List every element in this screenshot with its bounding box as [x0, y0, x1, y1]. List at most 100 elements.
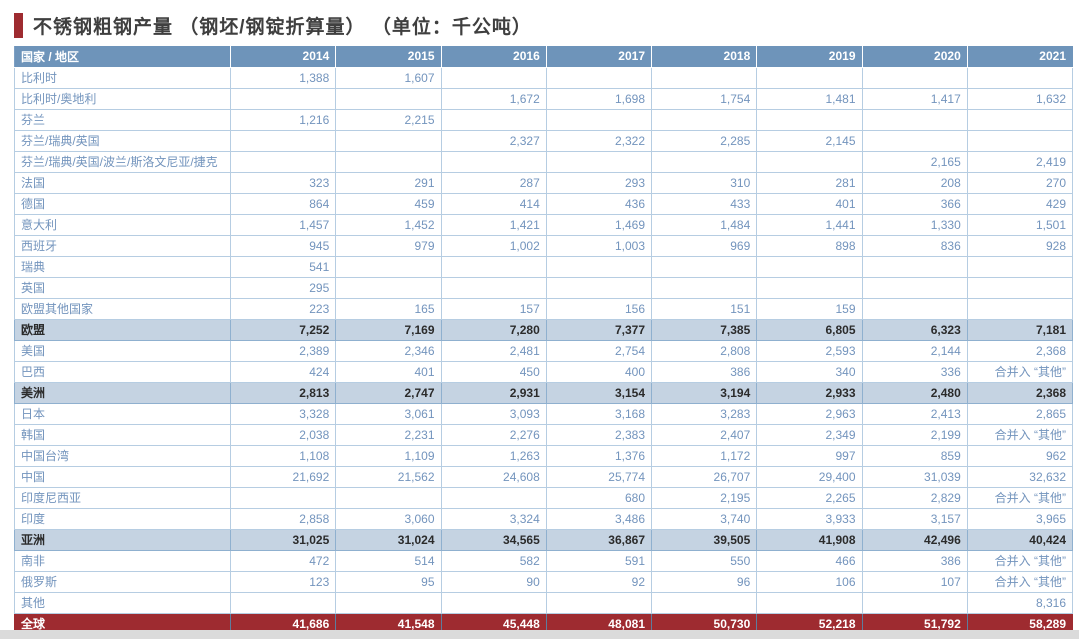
header-year-2014: 2014 — [230, 46, 337, 68]
cell-value: 1,452 — [335, 213, 442, 236]
table-row: 俄罗斯 123 95 90 92 96 106 107 合并入 “其他” — [14, 570, 1074, 593]
cell-value — [861, 108, 968, 131]
cell-value: 1,388 — [229, 66, 337, 89]
cell-value — [861, 66, 968, 89]
cell-value — [966, 129, 1074, 152]
cell-value — [650, 255, 758, 278]
cell-value: 1,607 — [335, 66, 442, 89]
cell-value: 2,346 — [335, 339, 442, 362]
cell-value: 400 — [545, 360, 653, 383]
header-year-2018: 2018 — [651, 46, 758, 68]
cell-value: 3,933 — [756, 507, 863, 530]
table-row: 芬兰/瑞典/英国 2,327 2,322 2,285 2,145 — [14, 129, 1074, 152]
cell-value: 433 — [650, 192, 758, 215]
cell-value: 95 — [335, 570, 442, 593]
row-label: 俄罗斯 — [14, 570, 231, 593]
cell-value: 2,327 — [440, 129, 547, 152]
cell-value: 3,486 — [545, 507, 653, 530]
cell-value — [861, 591, 968, 614]
cell-value: 1,672 — [440, 87, 547, 110]
row-label: 瑞典 — [14, 255, 231, 278]
cell-value: 2,407 — [650, 423, 758, 446]
bottom-strip — [0, 630, 1079, 639]
cell-value: 2,199 — [861, 423, 968, 446]
row-label: 韩国 — [14, 423, 231, 446]
cell-value: 1,002 — [440, 234, 547, 257]
cell-value: 2,195 — [650, 486, 758, 509]
cell-value: 25,774 — [545, 465, 653, 488]
cell-value: 3,283 — [650, 402, 758, 425]
table-row: 印度 2,858 3,060 3,324 3,486 3,740 3,933 3,157 3,9… — [14, 507, 1074, 530]
cell-value — [756, 276, 863, 299]
cell-value: 401 — [335, 360, 442, 383]
cell-value: 3,324 — [440, 507, 547, 530]
cell-value — [756, 255, 863, 278]
table-row: 亚洲 31,025 31,024 34,565 36,867 39,505 41,908 42… — [14, 528, 1074, 551]
cell-value — [650, 66, 758, 89]
cell-value: 2,858 — [229, 507, 337, 530]
table-row: 韩国 2,038 2,231 2,276 2,383 2,407 2,349 2,199 合并入… — [14, 423, 1074, 446]
table-row: 意大利 1,457 1,452 1,421 1,469 1,484 1,441 1,330 1,… — [14, 213, 1074, 236]
row-label: 日本 — [14, 402, 231, 425]
header-year-2021: 2021 — [967, 46, 1074, 68]
cell-value — [440, 66, 547, 89]
cell-value: 2,865 — [966, 402, 1074, 425]
cell-value: 32,632 — [966, 465, 1074, 488]
cell-value — [545, 150, 653, 173]
cell-value — [756, 150, 863, 173]
cell-value: 3,328 — [229, 402, 337, 425]
cell-value: 2,165 — [861, 150, 968, 173]
cell-value: 合并入 “其他” — [966, 549, 1074, 572]
cell-value: 2,215 — [335, 108, 442, 131]
cell-value: 414 — [440, 192, 547, 215]
cell-value: 合并入 “其他” — [966, 486, 1074, 509]
table-row: 南非 472 514 582 591 550 466 386 合并入 “其他” — [14, 549, 1074, 572]
table-row: 芬兰 1,216 2,215 — [14, 108, 1074, 131]
cell-value: 1,108 — [229, 444, 337, 467]
row-label: 其他 — [14, 591, 231, 614]
row-label: 比利时 — [14, 66, 231, 89]
cell-value — [966, 255, 1074, 278]
cell-value: 386 — [861, 549, 968, 572]
cell-value: 962 — [966, 444, 1074, 467]
cell-value — [440, 591, 547, 614]
header-year-2015: 2015 — [335, 46, 442, 68]
cell-value: 1,376 — [545, 444, 653, 467]
row-label: 中国 — [14, 465, 231, 488]
cell-value — [440, 150, 547, 173]
table-row: 中国 21,692 21,562 24,608 25,774 26,707 29,400 31… — [14, 465, 1074, 488]
row-label: 美国 — [14, 339, 231, 362]
row-label: 芬兰/瑞典/英国/波兰/斯洛文尼亚/捷克 — [14, 150, 231, 173]
cell-value: 2,931 — [440, 381, 547, 404]
cell-value — [545, 276, 653, 299]
row-label: 西班牙 — [14, 234, 231, 257]
cell-value: 42,496 — [861, 528, 968, 551]
cell-value: 2,231 — [335, 423, 442, 446]
cell-value: 2,322 — [545, 129, 653, 152]
cell-value: 21,562 — [335, 465, 442, 488]
cell-value: 1,698 — [545, 87, 653, 110]
cell-value: 3,194 — [650, 381, 758, 404]
row-label: 意大利 — [14, 213, 231, 236]
row-label: 南非 — [14, 549, 231, 572]
cell-value: 270 — [966, 171, 1074, 194]
cell-value: 7,385 — [650, 318, 758, 341]
table-row: 法国 323 291 287 293 310 281 208 270 — [14, 171, 1074, 194]
cell-value — [966, 108, 1074, 131]
cell-value: 1,632 — [966, 87, 1074, 110]
cell-value: 3,061 — [335, 402, 442, 425]
row-label: 欧盟其他国家 — [14, 297, 231, 320]
cell-value: 29,400 — [756, 465, 863, 488]
production-table: 国家 / 地区 2014 2015 2016 2017 2018 2019 2020 2021 … — [14, 46, 1074, 635]
cell-value: 429 — [966, 192, 1074, 215]
row-label: 芬兰/瑞典/英国 — [14, 129, 231, 152]
table-row: 巴西 424 401 450 400 386 340 336 合并入 “其他” — [14, 360, 1074, 383]
cell-value — [440, 276, 547, 299]
cell-value: 291 — [335, 171, 442, 194]
cell-value — [335, 129, 442, 152]
cell-value: 424 — [229, 360, 337, 383]
cell-value — [545, 255, 653, 278]
cell-value: 2,349 — [756, 423, 863, 446]
cell-value: 466 — [756, 549, 863, 572]
cell-value: 1,172 — [650, 444, 758, 467]
